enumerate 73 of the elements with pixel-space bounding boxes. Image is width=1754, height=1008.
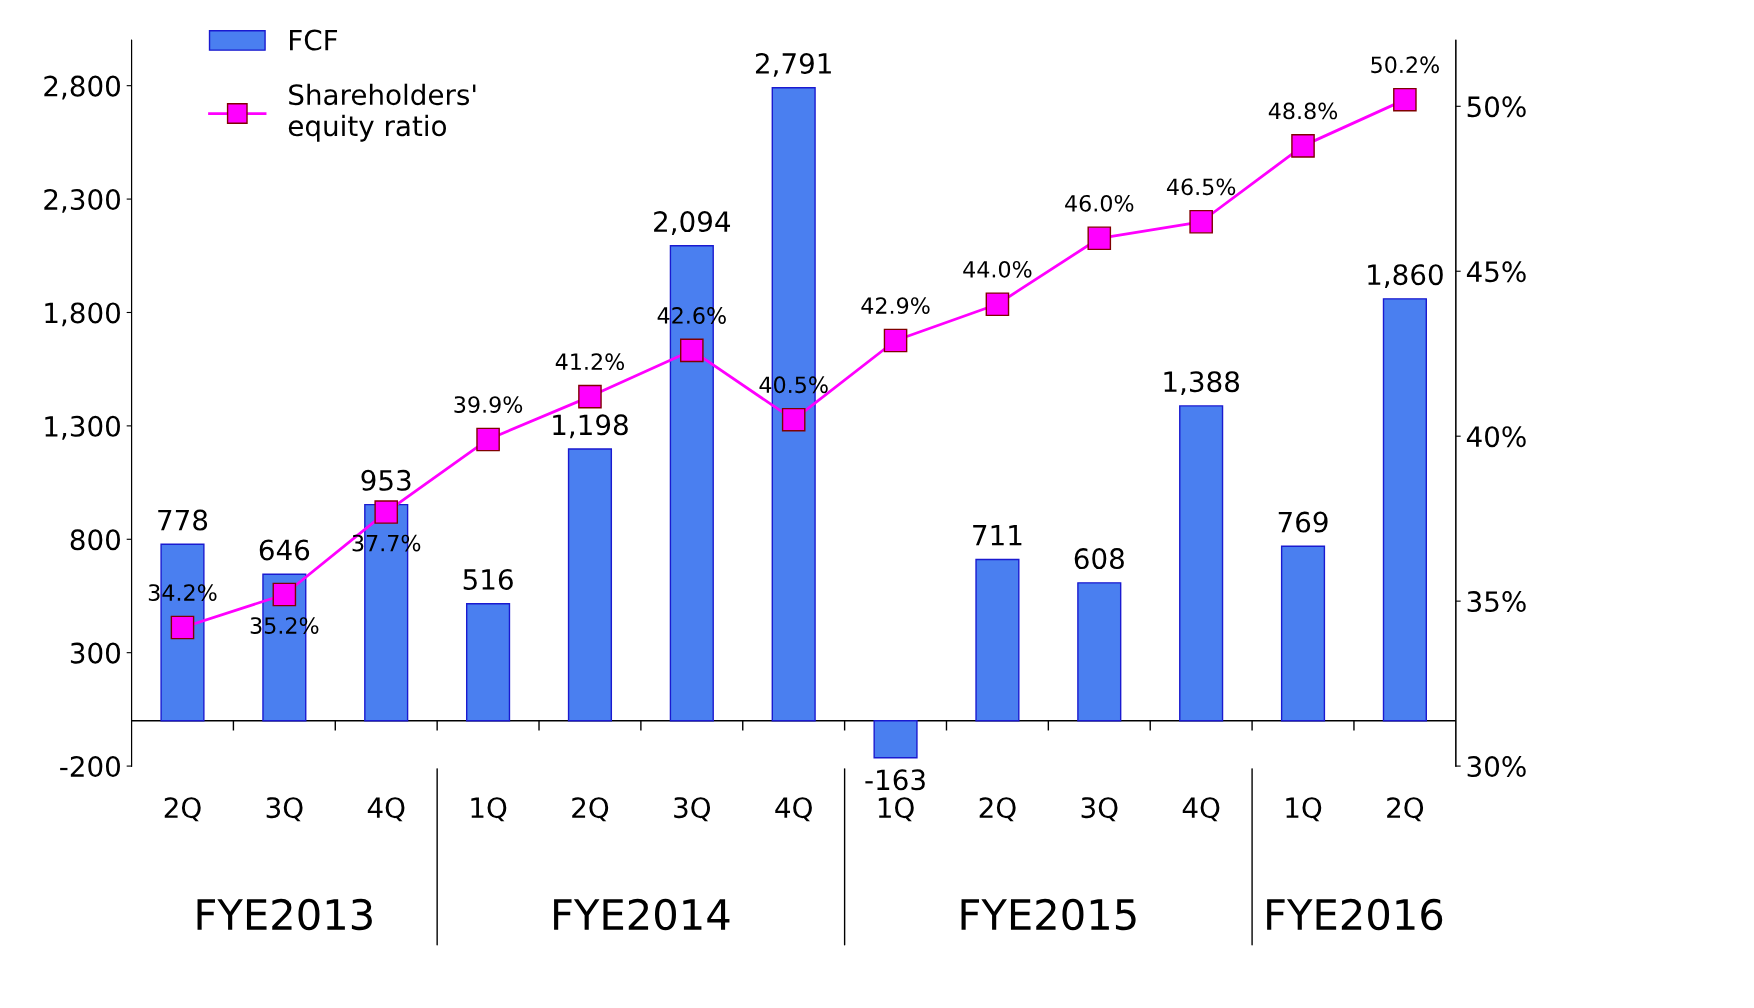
y2-tick-label: 45%	[1466, 261, 1526, 283]
bar	[1179, 405, 1224, 722]
x-tick-label: 2Q	[572, 797, 609, 822]
data-label: 46.5%	[1166, 178, 1236, 196]
bar	[975, 558, 1020, 722]
bar	[567, 448, 613, 722]
bar	[465, 602, 511, 722]
data-label: 1,198	[553, 414, 628, 439]
data-label: 2,094	[654, 211, 731, 235]
point	[578, 384, 602, 409]
y-tick-label: 800	[70, 529, 120, 551]
y-tick-label: -200	[60, 756, 120, 778]
text: FYE2016	[1267, 898, 1443, 931]
point	[1189, 209, 1213, 234]
x-tick-label: 4Q	[1182, 797, 1220, 822]
data-label: 516	[463, 568, 513, 590]
data-label: 42.9%	[861, 297, 930, 314]
data-label: 778	[158, 509, 208, 531]
x-tick-label: 2Q	[1387, 797, 1424, 822]
x-tick-label: 4Q	[367, 797, 405, 822]
data-label: 44.0%	[963, 260, 1032, 278]
legend-label: FCF	[290, 29, 338, 51]
x-tick-label: 1Q	[471, 797, 507, 822]
bar	[873, 720, 918, 759]
y-tick-label: 2,800	[44, 75, 120, 100]
data-label: 46.0%	[1065, 194, 1134, 212]
text: FYE2015	[961, 898, 1136, 931]
point	[1291, 134, 1315, 158]
y-tick-label: 1,800	[45, 302, 120, 327]
point	[985, 292, 1010, 317]
y2-tick-label: 50%	[1467, 96, 1526, 118]
data-label: 646	[259, 539, 310, 561]
x-tick-label: 3Q	[266, 797, 303, 822]
x-tick-label: 1Q	[1286, 797, 1322, 822]
x-tick-label: 2Q	[164, 797, 201, 822]
data-label: -163	[865, 769, 925, 791]
point	[781, 407, 806, 432]
point	[374, 500, 399, 524]
data-label: 41.2%	[555, 353, 625, 371]
point	[170, 615, 195, 640]
x-tick-label: 3Q	[1081, 797, 1118, 822]
bar	[1280, 545, 1326, 722]
bar	[1382, 298, 1427, 722]
text: FYE2013	[197, 898, 372, 931]
data-label: 711	[973, 525, 1022, 546]
x-tick-label: 2Q	[979, 797, 1016, 822]
point	[680, 338, 704, 363]
data-label: 1,860	[1368, 264, 1443, 288]
data-label: 953	[361, 469, 411, 491]
data-label: 39.9%	[454, 396, 523, 413]
text: FYE2014	[554, 898, 730, 931]
point	[1087, 226, 1112, 251]
data-label: 769	[1278, 511, 1328, 533]
data-label: 50.2%	[1371, 56, 1439, 74]
point	[272, 582, 297, 607]
y2-tick-label: 35%	[1467, 591, 1526, 613]
data-label: 2,791	[755, 52, 831, 77]
y-tick-label: 2,300	[44, 189, 120, 213]
x-tick-label: 4Q	[775, 797, 812, 822]
y2-tick-label: 40%	[1466, 426, 1526, 448]
y2-tick-label: 30%	[1467, 756, 1526, 778]
data-label: 608	[1074, 548, 1124, 570]
y-tick-label: 1,300	[45, 415, 120, 440]
data-label: 48.8%	[1268, 102, 1338, 120]
point	[883, 328, 908, 353]
point	[1393, 87, 1417, 112]
point	[476, 427, 500, 452]
x-tick-label: 1Q	[878, 797, 914, 822]
legend-label: Shareholders' equity ratio	[288, 83, 476, 142]
data-label: 1,388	[1164, 371, 1240, 396]
bar	[1077, 582, 1122, 722]
x-tick-label: 3Q	[674, 797, 711, 822]
y-tick-label: 300	[70, 642, 120, 664]
